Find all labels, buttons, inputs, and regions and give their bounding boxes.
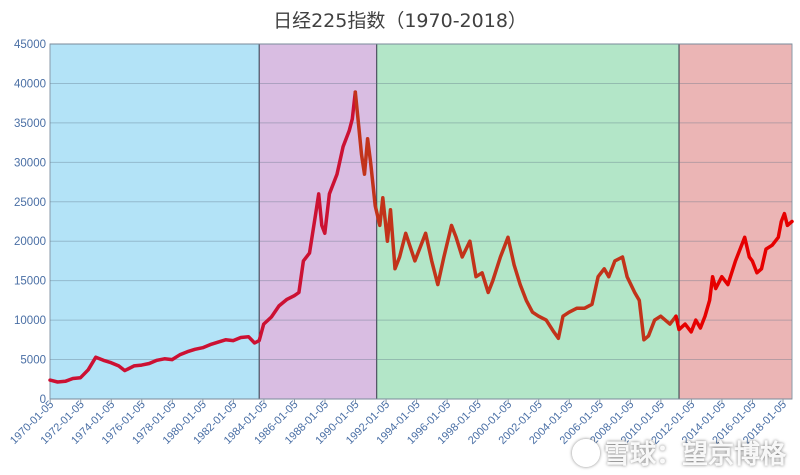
y-tick-15000: 15000 xyxy=(14,276,46,288)
y-tick-35000: 35000 xyxy=(14,118,46,130)
series-line-2 xyxy=(353,90,678,342)
snowball-logo-icon xyxy=(571,438,600,467)
era-regions xyxy=(49,43,793,400)
region-2 xyxy=(259,44,377,399)
series-lines xyxy=(48,90,794,384)
region-1 xyxy=(50,44,260,399)
watermark-text: 雪球：望京博格 xyxy=(603,440,786,470)
y-tick-30000: 30000 xyxy=(14,157,46,169)
y-tick-45000: 45000 xyxy=(14,39,46,51)
y-tick-20000: 20000 xyxy=(14,236,46,248)
y-tick-25000: 25000 xyxy=(14,197,46,209)
y-tick-5000: 5000 xyxy=(20,355,46,367)
chart-title: 日经225指数（1970-2018） xyxy=(273,10,527,32)
series-line-1 xyxy=(48,90,358,384)
watermark: 雪球：望京博格 xyxy=(571,434,786,471)
region-4 xyxy=(679,44,792,399)
series-line-3 xyxy=(674,211,794,334)
y-tick-0: 0 xyxy=(40,394,46,406)
region-3 xyxy=(376,44,680,399)
gridlines xyxy=(50,43,792,400)
y-tick-10000: 10000 xyxy=(14,315,46,327)
y-tick-40000: 40000 xyxy=(14,78,46,90)
y-axis-ticks: 0 5000 10000 15000 20000 25000 30000 35000 40000… xyxy=(14,39,46,406)
